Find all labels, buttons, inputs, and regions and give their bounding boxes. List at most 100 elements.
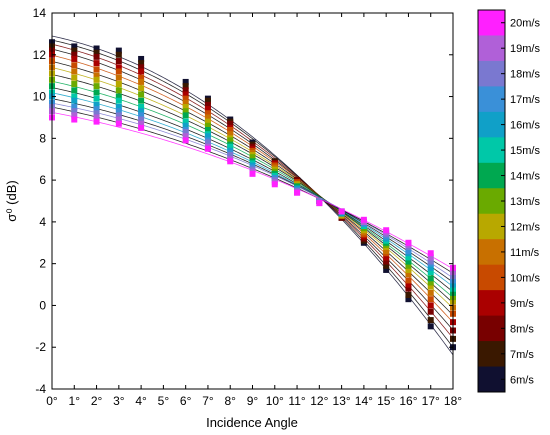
- data-point: [182, 108, 189, 115]
- colorbar-swatch: [478, 10, 505, 36]
- data-point: [115, 47, 122, 54]
- colorbar-label: 16m/s: [510, 120, 540, 132]
- data-point: [115, 93, 122, 100]
- data-point: [360, 216, 367, 223]
- data-point: [182, 83, 189, 90]
- data-point: [182, 91, 189, 98]
- x-tick-label: 4°: [135, 394, 147, 408]
- data-point: [138, 91, 145, 98]
- data-point: [227, 152, 234, 159]
- data-point: [138, 112, 145, 119]
- data-point: [405, 296, 412, 303]
- data-point: [138, 68, 145, 75]
- data-point: [405, 239, 412, 246]
- plot-area-frame: [51, 12, 454, 390]
- data-point: [405, 262, 412, 269]
- data-point: [71, 74, 78, 81]
- data-point: [204, 101, 211, 108]
- data-point: [182, 95, 189, 102]
- colorbar-swatch: [478, 315, 505, 342]
- data-point: [383, 258, 390, 265]
- data-point: [93, 95, 100, 102]
- data-point: [204, 122, 211, 129]
- x-tick-label: 18°: [444, 394, 462, 408]
- x-tick-label: 3°: [113, 394, 125, 408]
- fit-curve: [51, 43, 454, 339]
- data-point: [227, 158, 234, 165]
- data-point: [71, 43, 78, 50]
- data-point: [383, 266, 390, 273]
- data-point: [204, 97, 211, 104]
- data-point: [138, 74, 145, 81]
- x-axis-label: Incidence Angle: [206, 415, 298, 430]
- data-point: [294, 189, 301, 196]
- data-point: [405, 292, 412, 298]
- data-point: [427, 289, 434, 296]
- y-tick-label: 10: [33, 90, 47, 104]
- colorbar-label: 12m/s: [510, 221, 540, 233]
- data-point: [405, 266, 412, 273]
- fit-curve: [51, 67, 454, 309]
- colorbar-label: 8m/s: [510, 323, 534, 335]
- x-tick-label: 14°: [355, 394, 373, 408]
- colorbar-label: 7m/s: [510, 349, 534, 361]
- y-tick-label: 0: [39, 298, 46, 312]
- data-point: [316, 200, 323, 207]
- data-point: [138, 97, 145, 104]
- data-point: [427, 275, 434, 282]
- data-point: [427, 323, 434, 330]
- colorbar-swatch: [478, 137, 505, 164]
- data-point: [138, 116, 145, 123]
- data-point: [93, 76, 100, 83]
- x-tick-label: 1°: [69, 394, 81, 408]
- data-point: [93, 106, 100, 113]
- y-tick-label: 4: [39, 215, 46, 229]
- data-point: [427, 258, 434, 265]
- data-point: [93, 114, 100, 121]
- data-point: [182, 104, 189, 110]
- data-point: [204, 139, 211, 146]
- data-point: [93, 110, 100, 117]
- data-point: [138, 78, 145, 85]
- colorbar-label: 19m/s: [510, 43, 540, 55]
- colorbar-frame: [477, 9, 506, 393]
- data-point: [138, 120, 145, 127]
- data-point: [249, 170, 256, 177]
- data-point: [115, 112, 122, 119]
- data-point: [204, 126, 211, 133]
- x-axis: 0° 1° 2° 3° 4° 5° 6° 7° 8° 9° 10° 11° 12° 13° 14° 15° 16…: [46, 13, 462, 408]
- data-point: [182, 122, 189, 129]
- x-tick-label: 9°: [247, 394, 259, 408]
- y-axis: -4 -2 0 2 4 6 8 10 12 14: [33, 6, 453, 396]
- colorbar-swatch: [478, 86, 505, 113]
- x-tick-label: 6°: [180, 394, 192, 408]
- data-point: [71, 97, 78, 104]
- data-point: [93, 45, 100, 52]
- x-tick-label: 5°: [158, 394, 170, 408]
- data-point: [427, 308, 434, 315]
- data-point: [204, 118, 211, 125]
- fit-curve: [51, 35, 454, 356]
- data-point: [249, 154, 256, 161]
- data-point: [138, 55, 145, 62]
- x-tick-label: 17°: [422, 394, 440, 408]
- colorbar-label: 10m/s: [510, 272, 540, 284]
- x-tick-label: 11°: [288, 394, 305, 408]
- x-tick-label: 16°: [399, 394, 417, 408]
- y-tick-label: 14: [33, 6, 47, 20]
- data-point: [115, 104, 122, 110]
- data-point: [71, 116, 78, 123]
- data-point: [227, 143, 234, 150]
- data-point: [427, 254, 434, 261]
- data-point: [383, 254, 390, 261]
- data-markers: [49, 39, 456, 351]
- data-point: [115, 87, 122, 94]
- x-tick-label: 7°: [202, 394, 214, 408]
- data-point: [427, 269, 434, 276]
- data-point: [93, 101, 100, 108]
- data-point: [405, 281, 412, 288]
- data-point: [427, 296, 434, 303]
- fit-curve: [51, 87, 454, 293]
- colorbar-label: 18m/s: [510, 69, 540, 81]
